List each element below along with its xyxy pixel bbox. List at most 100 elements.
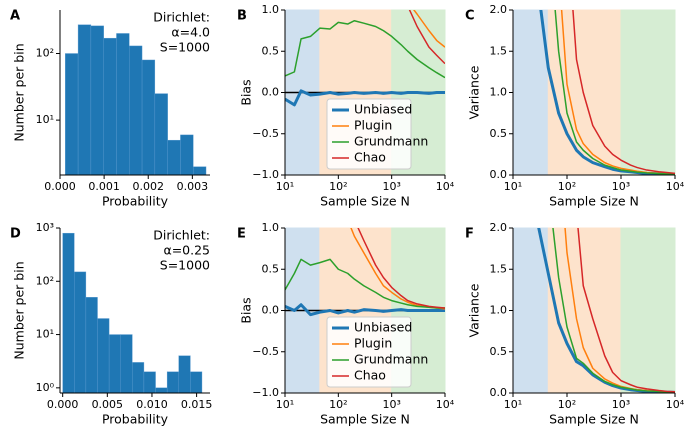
bar [103,37,117,175]
y-tick-label: 0.5 [262,44,280,57]
x-axis-title: Probability [102,194,169,209]
x-axis-title: Sample Size N [549,412,639,427]
bar [116,33,130,175]
bar [166,371,179,393]
bar [90,25,104,175]
x-tick-label: 10² [558,180,576,193]
region [620,227,676,394]
annotation: α=4.0 [171,25,210,40]
panel-label: C [465,9,475,24]
y-tick-label: 10² [36,274,54,287]
bar [120,334,133,393]
annotation: Dirichlet: [153,10,210,25]
bar [155,387,168,393]
y-axis-title: Bias [239,297,254,323]
y-tick-label: 0.5 [490,345,508,358]
bar [97,318,110,393]
y-tick-label: 1.0 [490,86,508,99]
plot-area [65,24,207,175]
series-line [554,10,675,175]
bar [141,59,156,175]
y-tick-label: 1.5 [490,262,508,275]
legend-label: Unbiased [354,320,412,335]
x-tick-label: 10⁴ [436,398,455,411]
region [620,9,676,176]
panel-label: D [10,227,21,242]
annotation: S=1000 [160,258,210,273]
panel-label: B [237,9,247,24]
legend-label: Plugin [354,118,392,133]
y-tick-label: 2.0 [490,221,508,234]
plot-area [285,228,445,317]
x-tick-label: 0.010 [136,398,168,411]
x-axis-title: Sample Size N [320,412,410,427]
legend-box [326,98,412,170]
series-line [285,19,445,79]
y-axis-title: Number per bin [12,261,27,359]
y-tick-label: 1.0 [262,3,280,16]
y-axis-title: Variance [467,65,482,119]
series-line [413,10,445,48]
y-tick-label: 1.5 [490,44,508,57]
legend-label: Chao [354,368,386,383]
x-tick-label: 10² [329,398,347,411]
x-tick-label: 10⁴ [666,398,685,411]
series-line [577,228,675,393]
y-tick-label: 10¹ [36,328,54,341]
y-axis-title: Number per bin [12,43,27,141]
x-tick-label: 10² [558,398,576,411]
bar [132,362,145,393]
bar [167,139,181,175]
bar [108,334,121,393]
legend-label: Plugin [354,336,392,351]
x-tick-label: 10³ [382,180,400,193]
panel-label: E [237,227,246,242]
y-tick-label: 0.5 [262,262,280,275]
plot-area [537,228,675,393]
x-tick-label: 0.000 [44,180,76,193]
legend-box [326,316,412,388]
y-axis-title: Bias [239,79,254,105]
annotation: α=0.25 [163,243,210,258]
x-tick-label: 0.002 [132,180,164,193]
y-tick-label: 0.0 [262,86,280,99]
legend-label: Unbiased [354,102,412,117]
bar [129,45,143,175]
series-line [357,228,445,309]
series-line [572,10,675,175]
y-tick-label: 1.0 [490,304,508,317]
x-tick-label: 10³ [612,180,630,193]
bar [85,297,98,393]
x-tick-label: 10³ [382,398,400,411]
y-tick-label: 1.0 [262,221,280,234]
x-tick-label: 10⁴ [436,180,455,193]
x-tick-label: 0.015 [181,398,213,411]
y-tick-label: 10¹ [36,113,54,126]
series-line [552,228,675,393]
bar [74,271,87,393]
x-tick-label: 0.005 [92,398,124,411]
y-tick-label: 0.0 [490,168,508,181]
x-tick-label: 10¹ [504,180,522,193]
legend-label: Grundmann [354,352,428,367]
plot-area [539,10,675,175]
region [547,9,622,176]
y-tick-label: −1.0 [252,386,279,399]
bar [154,93,168,175]
x-tick-label: 10¹ [276,398,294,411]
annotation: Dirichlet: [153,228,210,243]
bar [143,371,156,393]
bar [62,232,75,393]
bar [77,24,92,175]
y-tick-label: −0.5 [252,345,279,358]
annotation: S=1000 [160,40,210,55]
x-tick-label: 10³ [612,398,630,411]
y-tick-label: −1.0 [252,168,279,181]
bar [193,166,207,175]
series-line [285,258,445,309]
x-tick-label: 10² [329,180,347,193]
y-tick-label: 0.5 [490,127,508,140]
series-line [285,89,445,107]
